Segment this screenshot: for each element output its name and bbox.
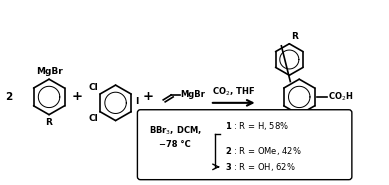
Text: CO$_2$H: CO$_2$H xyxy=(328,91,354,103)
Text: +: + xyxy=(71,90,82,103)
Text: −78 °C: −78 °C xyxy=(159,140,191,149)
Text: R: R xyxy=(291,32,298,41)
Text: MgBr: MgBr xyxy=(36,67,62,76)
Text: 2: 2 xyxy=(5,92,12,102)
Text: $\mathbf{1}$ : R = H, 58%: $\mathbf{1}$ : R = H, 58% xyxy=(225,120,289,132)
Text: BBr$_3$, DCM,: BBr$_3$, DCM, xyxy=(149,124,202,137)
Text: I: I xyxy=(135,97,139,106)
Text: $\mathbf{3}$ : R = OH, 62%: $\mathbf{3}$ : R = OH, 62% xyxy=(225,161,295,173)
Text: Cl: Cl xyxy=(88,83,98,92)
Text: CO$_2$, THF: CO$_2$, THF xyxy=(212,85,255,98)
Text: Cl: Cl xyxy=(88,114,98,123)
FancyBboxPatch shape xyxy=(137,110,352,180)
Text: R: R xyxy=(291,153,298,162)
Text: MgBr: MgBr xyxy=(180,90,205,100)
Text: R: R xyxy=(46,118,53,127)
Text: +: + xyxy=(143,90,154,103)
Text: $\mathbf{2}$ : R = OMe, 42%: $\mathbf{2}$ : R = OMe, 42% xyxy=(225,145,301,157)
